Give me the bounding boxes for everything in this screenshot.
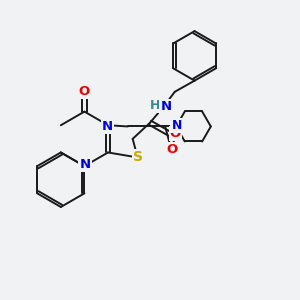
Text: H: H <box>150 99 160 112</box>
Text: N: N <box>160 100 172 113</box>
Text: S: S <box>133 150 142 164</box>
Text: O: O <box>79 85 90 98</box>
Text: N: N <box>80 158 91 171</box>
Text: N: N <box>171 119 182 132</box>
Text: O: O <box>169 128 181 140</box>
Text: O: O <box>167 143 178 156</box>
Text: N: N <box>102 120 113 133</box>
